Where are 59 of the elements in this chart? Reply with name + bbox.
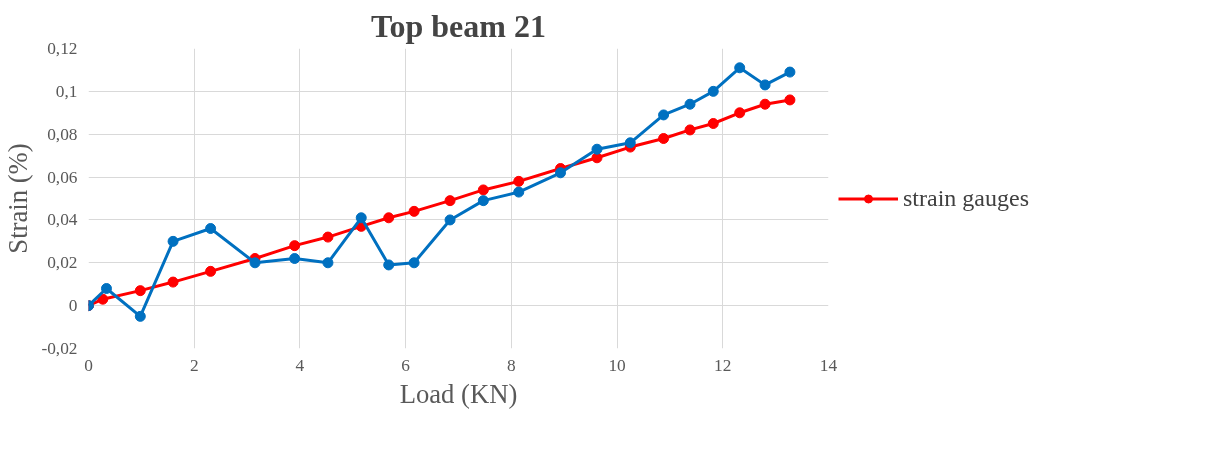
point xyxy=(289,253,301,264)
point xyxy=(734,62,746,74)
point xyxy=(289,240,301,252)
point xyxy=(100,283,112,294)
point xyxy=(591,143,603,155)
point xyxy=(408,257,420,269)
x-axis-title: Load (KN) xyxy=(399,378,518,409)
point xyxy=(734,107,746,119)
point xyxy=(205,223,217,234)
y-tick-label: -0,02 xyxy=(41,339,78,358)
point xyxy=(684,98,696,110)
legend-label: strain gauges xyxy=(903,184,1029,212)
x-tick-label: 14 xyxy=(819,355,838,375)
point xyxy=(167,276,179,288)
point xyxy=(759,79,771,91)
point xyxy=(134,285,146,297)
point xyxy=(784,66,796,78)
x-tick-label: 2 xyxy=(189,355,199,375)
point xyxy=(658,133,670,144)
point xyxy=(134,310,146,322)
point xyxy=(513,175,525,187)
x-tick-label: 6 xyxy=(401,355,411,375)
point xyxy=(408,205,420,217)
x-tick-label: 12 xyxy=(714,355,732,375)
point xyxy=(658,109,670,121)
point xyxy=(477,195,489,207)
point xyxy=(249,257,261,269)
point xyxy=(784,94,796,106)
x-tick-label: 4 xyxy=(295,355,305,375)
y-tick-label: 0,06 xyxy=(47,167,78,187)
point xyxy=(707,85,719,97)
point xyxy=(444,214,456,226)
y-tick-label: 0 xyxy=(68,296,78,316)
x-tick-label: 10 xyxy=(608,355,626,375)
point xyxy=(759,98,771,110)
point xyxy=(167,235,179,247)
point xyxy=(513,186,525,198)
point xyxy=(707,118,719,129)
y-axis-title: Strain (%) xyxy=(3,143,34,254)
point xyxy=(97,293,109,305)
chart-title: Top beam 21 xyxy=(371,7,546,44)
point xyxy=(555,167,567,179)
y-tick-label: 0,1 xyxy=(55,81,78,101)
point xyxy=(322,231,334,243)
point xyxy=(444,195,456,207)
point xyxy=(477,184,489,196)
point xyxy=(383,212,395,224)
y-tick-label: 0,12 xyxy=(47,39,78,58)
point xyxy=(383,259,395,271)
y-tick-label: 0,08 xyxy=(47,124,78,144)
y-tick-label: 0,04 xyxy=(47,210,78,230)
point xyxy=(624,137,636,149)
point xyxy=(684,124,696,136)
point xyxy=(322,257,334,269)
x-tick-label: 8 xyxy=(507,355,516,375)
point xyxy=(205,265,217,277)
y-tick-label: 0,02 xyxy=(47,253,78,273)
point xyxy=(355,212,367,224)
x-tick-label: 0 xyxy=(84,355,93,375)
